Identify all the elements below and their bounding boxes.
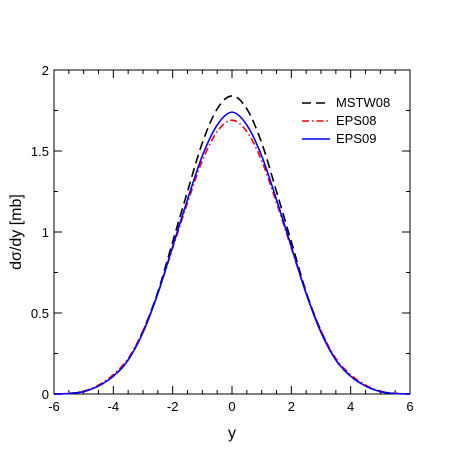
x-axis-label: y [228, 425, 236, 442]
legend-label-mstw08: MSTW08 [336, 95, 390, 110]
series-line-eps09 [53, 111, 411, 395]
y-tick-label: 2 [42, 63, 49, 78]
legend: MSTW08 EPS08 EPS09 [302, 95, 390, 146]
x-tick-label: 0 [228, 399, 235, 414]
series-line-eps08 [53, 119, 411, 395]
legend-label-eps08: EPS08 [336, 113, 376, 128]
y-tick-label: 1.5 [31, 144, 49, 159]
x-tick-label: 2 [288, 399, 295, 414]
series-curves [53, 95, 411, 395]
y-axis-label: dσ/dy [mb] [8, 194, 25, 270]
x-tick-label: -2 [167, 399, 179, 414]
y-tick-label: 0 [42, 387, 49, 402]
axis-ticks: -6 -4 -2 0 2 4 6 0 0.5 1 1.5 2 [31, 63, 414, 414]
y-tick-label: 0.5 [31, 306, 49, 321]
y-tick-label: 1 [42, 225, 49, 240]
x-tick-label: 6 [406, 399, 413, 414]
x-tick-label: -6 [48, 399, 60, 414]
legend-label-eps09: EPS09 [336, 131, 376, 146]
x-tick-label: -4 [108, 399, 120, 414]
x-tick-label: 4 [347, 399, 354, 414]
